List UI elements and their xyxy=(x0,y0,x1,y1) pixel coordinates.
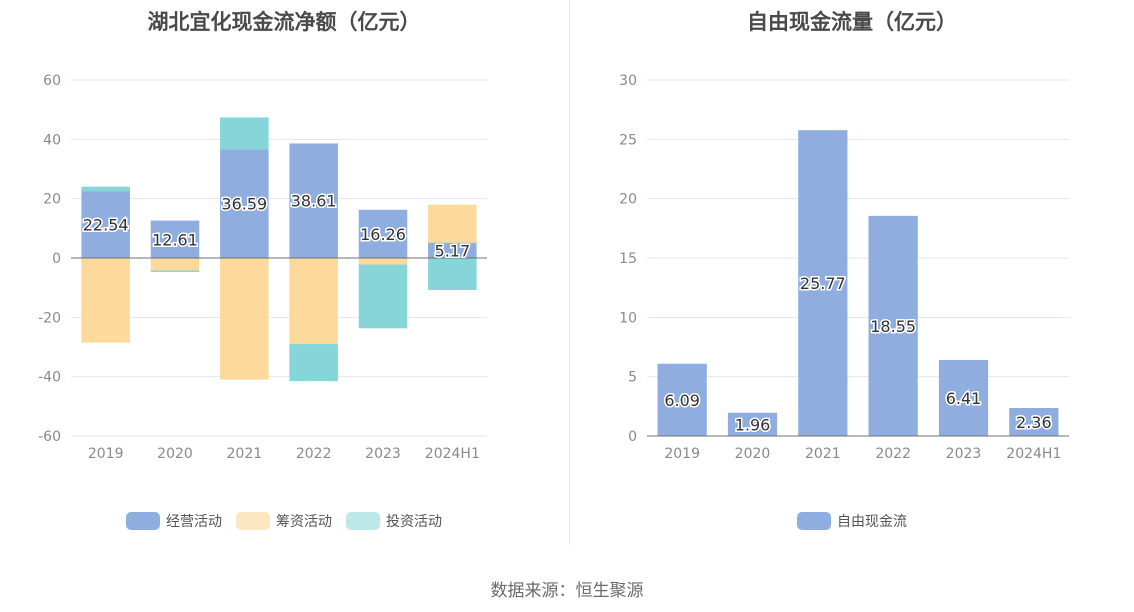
x-tick-label: 2023 xyxy=(365,446,401,462)
x-tick-label: 2021 xyxy=(805,446,841,462)
bar-筹资活动 xyxy=(358,258,408,265)
bar-筹资活动 xyxy=(81,258,130,343)
y-tick-label: 0 xyxy=(52,251,61,267)
bar-投资活动 xyxy=(289,344,338,382)
legend-item-financing[interactable]: 筹资活动 xyxy=(236,511,332,531)
bar-自由现金流 xyxy=(1009,407,1059,436)
legend-item-operating[interactable]: 经营活动 xyxy=(126,511,222,531)
y-tick-label: 20 xyxy=(619,192,637,208)
bar-经营活动 xyxy=(428,242,477,258)
y-tick-label: 20 xyxy=(43,192,61,208)
legend-label: 经营活动 xyxy=(166,514,222,530)
y-tick-label: -40 xyxy=(38,370,61,386)
legend-item-free-cash-flow[interactable]: 自由现金流 xyxy=(797,511,907,531)
bar-投资活动 xyxy=(358,264,408,329)
y-tick-label: 5 xyxy=(628,370,637,386)
x-tick-label: 2020 xyxy=(157,446,193,462)
bar-投资活动 xyxy=(220,117,269,150)
data-label: 25.77 xyxy=(800,274,846,293)
bar-自由现金流 xyxy=(868,215,918,436)
bar-自由现金流 xyxy=(657,363,707,436)
data-label: 36.59 xyxy=(221,195,267,214)
bar-经营活动 xyxy=(220,149,269,258)
x-tick-label: 2024H1 xyxy=(1006,446,1061,462)
bar-投资活动 xyxy=(81,186,130,192)
y-tick-label: -20 xyxy=(38,310,61,326)
data-label: 1.96 xyxy=(735,415,771,434)
bar-筹资活动 xyxy=(150,258,200,271)
bar-投资活动 xyxy=(150,270,200,272)
bar-经营活动 xyxy=(358,209,408,258)
bar-筹资活动 xyxy=(220,258,269,380)
legend-label: 投资活动 xyxy=(386,514,442,530)
chart-legend: 经营活动 筹资活动 投资活动 xyxy=(0,511,568,531)
chart-legend: 自由现金流 xyxy=(570,511,1134,531)
cash-flow-chart: 60 40 20 0 -20 -40 -60 2019 2020 2021 2022 2023 2024… xyxy=(38,73,487,462)
legend-swatch-free-cash-flow xyxy=(797,512,831,530)
x-tick-label: 2021 xyxy=(227,446,263,462)
bar-筹资活动 xyxy=(428,204,477,243)
data-label: 12.61 xyxy=(152,230,198,249)
data-label: 6.09 xyxy=(664,391,700,410)
legend-label: 自由现金流 xyxy=(837,514,907,530)
data-label: 2.36 xyxy=(1016,413,1052,432)
data-label: 5.17 xyxy=(435,241,471,260)
data-label: 38.61 xyxy=(291,192,337,211)
y-tick-label: -60 xyxy=(38,429,61,445)
x-tick-label: 2020 xyxy=(735,446,771,462)
x-tick-label: 2019 xyxy=(88,446,124,462)
data-label: 6.41 xyxy=(946,389,982,408)
bar-投资活动 xyxy=(428,258,477,291)
x-tick-label: 2022 xyxy=(296,446,332,462)
panel-divider xyxy=(569,0,570,545)
y-tick-label: 60 xyxy=(43,73,61,89)
legend-swatch-financing xyxy=(236,512,270,530)
chart-title: 自由现金流量（亿元） xyxy=(747,10,957,34)
bar-自由现金流 xyxy=(798,130,848,437)
y-tick-label: 15 xyxy=(619,251,637,267)
free-cash-flow-chart: 30 25 20 15 10 5 0 2019 2020 2021 2022 2023 2024H1 6.… xyxy=(619,73,1069,462)
x-tick-label: 2023 xyxy=(946,446,982,462)
legend-item-investing[interactable]: 投资活动 xyxy=(346,511,442,531)
cash-flow-chart-panel: 湖北宜化现金流净额（亿元） 60 40 20 0 -20 -40 -60 2019 2020 20… xyxy=(0,0,568,545)
x-tick-label: 2022 xyxy=(875,446,911,462)
legend-swatch-operating xyxy=(126,512,160,530)
chart-title: 湖北宜化现金流净额（亿元） xyxy=(147,10,421,34)
y-tick-label: 40 xyxy=(43,132,61,148)
y-tick-label: 25 xyxy=(619,132,637,148)
data-label: 16.26 xyxy=(360,225,406,244)
bar-经营活动 xyxy=(150,220,200,258)
legend-label: 筹资活动 xyxy=(276,514,332,530)
x-tick-label: 2019 xyxy=(664,446,700,462)
y-tick-label: 10 xyxy=(619,310,637,326)
y-tick-label: 30 xyxy=(619,73,637,89)
bar-经营活动 xyxy=(289,143,338,258)
bar-筹资活动 xyxy=(289,258,338,345)
free-cash-flow-chart-panel: 自由现金流量（亿元） 30 25 20 15 10 5 0 2019 2020 2021 2022 2… xyxy=(570,0,1134,545)
y-tick-label: 0 xyxy=(628,429,637,445)
bar-自由现金流 xyxy=(727,412,778,436)
bar-经营活动 xyxy=(81,191,130,258)
data-label: 22.54 xyxy=(83,216,129,235)
x-tick-label: 2024H1 xyxy=(425,446,480,462)
bar-自由现金流 xyxy=(938,359,989,436)
legend-swatch-investing xyxy=(346,512,380,530)
data-label: 18.55 xyxy=(870,317,916,336)
data-source-note: 数据来源：恒生聚源 xyxy=(490,581,644,601)
